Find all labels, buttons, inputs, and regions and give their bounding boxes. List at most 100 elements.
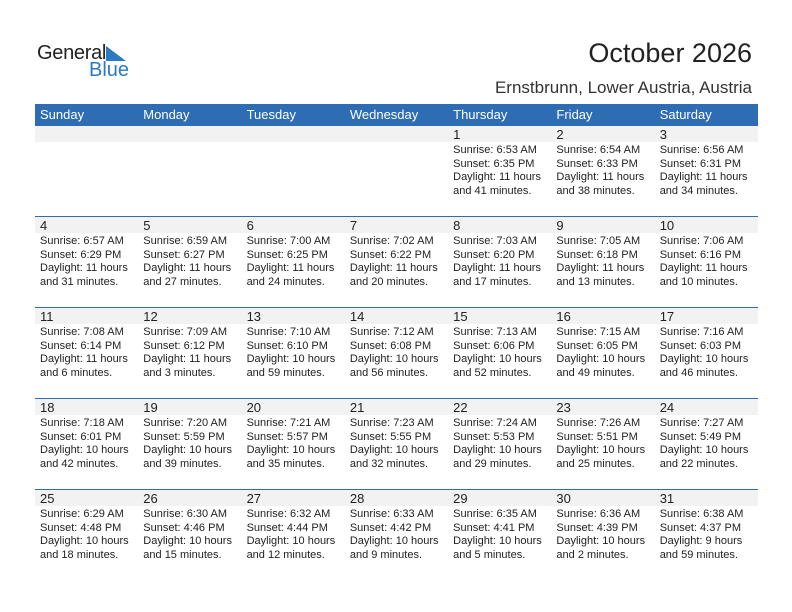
day-info: Sunrise: 7:13 AM Sunset: 6:06 PM Dayligh… (448, 324, 551, 380)
sunset: Sunset: 4:41 PM (453, 521, 535, 534)
day-info: Sunrise: 6:35 AM Sunset: 4:41 PM Dayligh… (448, 506, 551, 562)
weekday-header: Sunday Monday Tuesday Wednesday Thursday Frid… (35, 104, 758, 126)
sunset: Sunset: 5:55 PM (349, 430, 432, 443)
daylight-minutes: and 46 minutes. (659, 366, 738, 379)
logo-text-blue: Blue (89, 59, 130, 81)
daylight: Daylight: 10 hours (349, 353, 439, 365)
day-cell: 16 Sunrise: 7:15 AM Sunset: 6:05 PM Dayl… (551, 308, 655, 398)
daylight-minutes: and 25 minutes. (556, 457, 635, 470)
daylight-minutes: and 2 minutes. (556, 548, 629, 561)
day-info: Sunrise: 7:09 AM Sunset: 6:12 PM Dayligh… (138, 324, 241, 380)
daylight-minutes: and 52 minutes. (453, 366, 532, 379)
sunset: Sunset: 6:25 PM (246, 248, 328, 261)
weekday-tuesday: Tuesday (246, 107, 296, 122)
day-info: Sunrise: 7:27 AM Sunset: 5:49 PM Dayligh… (655, 415, 758, 471)
day-info: Sunrise: 7:20 AM Sunset: 5:59 PM Dayligh… (138, 415, 241, 471)
day-cell: 7 Sunrise: 7:02 AM Sunset: 6:22 PM Dayli… (344, 217, 449, 307)
day-info: Sunrise: 7:21 AM Sunset: 5:57 PM Dayligh… (242, 415, 345, 471)
daylight: Daylight: 11 hours (143, 262, 232, 274)
sunset: Sunset: 5:53 PM (453, 430, 535, 443)
weekday-sunday: Sunday (40, 107, 85, 122)
daylight: Daylight: 11 hours (143, 353, 232, 365)
sunset: Sunset: 6:29 PM (40, 248, 122, 261)
day-cell: 4 Sunrise: 6:57 AM Sunset: 6:29 PM Dayli… (35, 217, 139, 307)
day-info: Sunrise: 7:15 AM Sunset: 6:05 PM Dayligh… (551, 324, 654, 380)
sunset: Sunset: 6:20 PM (453, 248, 535, 261)
day-number: 12 (138, 308, 242, 324)
sunrise: Sunrise: 6:35 AM (453, 508, 537, 520)
daylight-minutes: and 20 minutes. (349, 275, 429, 288)
sunset: Sunset: 6:03 PM (659, 339, 742, 352)
day-info: Sunrise: 6:33 AM Sunset: 4:42 PM Dayligh… (345, 506, 448, 562)
sunset: Sunset: 4:39 PM (556, 521, 638, 534)
daylight-minutes: and 49 minutes. (556, 366, 635, 379)
date-band (344, 126, 449, 142)
sunrise: Sunrise: 7:26 AM (556, 417, 641, 429)
daylight: Daylight: 11 hours (453, 171, 541, 183)
week-row: 18 Sunrise: 7:18 AM Sunset: 6:01 PM Dayl… (35, 398, 758, 489)
daylight-minutes: and 22 minutes. (659, 457, 738, 470)
day-number: 1 (448, 126, 552, 142)
daylight-minutes: and 27 minutes. (143, 275, 222, 288)
day-info: Sunrise: 7:23 AM Sunset: 5:55 PM Dayligh… (345, 415, 448, 471)
sunset: Sunset: 4:42 PM (349, 521, 432, 534)
day-number: 14 (344, 308, 449, 324)
day-info: Sunrise: 6:38 AM Sunset: 4:37 PM Dayligh… (655, 506, 758, 562)
day-number: 9 (551, 217, 655, 233)
daylight-minutes: and 10 minutes. (659, 275, 738, 288)
daylight-minutes: and 59 minutes. (246, 366, 325, 379)
day-info: Sunrise: 6:56 AM Sunset: 6:31 PM Dayligh… (655, 142, 758, 198)
day-number: 11 (35, 308, 139, 324)
daylight: Daylight: 10 hours (659, 353, 749, 365)
sunset: Sunset: 4:37 PM (659, 521, 742, 534)
daylight: Daylight: 11 hours (349, 262, 438, 274)
daylight: Daylight: 10 hours (556, 535, 646, 547)
sunrise: Sunrise: 6:30 AM (143, 508, 228, 520)
date-band (138, 126, 242, 142)
daylight: Daylight: 10 hours (246, 353, 336, 365)
day-cell: 13 Sunrise: 7:10 AM Sunset: 6:10 PM Dayl… (241, 308, 345, 398)
sunrise: Sunrise: 6:57 AM (40, 235, 124, 247)
empty-cell (35, 126, 139, 216)
daylight: Daylight: 10 hours (246, 535, 336, 547)
daylight-minutes: and 17 minutes. (453, 275, 532, 288)
day-cell: 28 Sunrise: 6:33 AM Sunset: 4:42 PM Dayl… (344, 490, 449, 580)
sunset: Sunset: 5:49 PM (659, 430, 742, 443)
sunrise: Sunrise: 6:38 AM (659, 508, 744, 520)
sunrise: Sunrise: 7:03 AM (453, 235, 537, 247)
weekday-monday: Monday (143, 107, 190, 122)
day-cell: 26 Sunrise: 6:30 AM Sunset: 4:46 PM Dayl… (138, 490, 242, 580)
sunset: Sunset: 6:27 PM (143, 248, 225, 261)
empty-cell (344, 126, 449, 216)
date-band (35, 126, 139, 142)
day-cell: 5 Sunrise: 6:59 AM Sunset: 6:27 PM Dayli… (138, 217, 242, 307)
daylight-minutes: and 35 minutes. (246, 457, 325, 470)
sunset: Sunset: 6:05 PM (556, 339, 638, 352)
sunrise: Sunrise: 7:23 AM (349, 417, 434, 429)
sunset: Sunset: 6:33 PM (556, 157, 638, 170)
daylight: Daylight: 11 hours (556, 262, 645, 274)
sunrise: Sunrise: 6:29 AM (40, 508, 124, 520)
daylight-minutes: and 42 minutes. (40, 457, 119, 470)
day-number: 13 (241, 308, 345, 324)
daylight: Daylight: 11 hours (246, 262, 335, 274)
daylight: Daylight: 10 hours (453, 353, 542, 365)
day-number: 6 (241, 217, 345, 233)
week-row: 4 Sunrise: 6:57 AM Sunset: 6:29 PM Dayli… (35, 216, 758, 307)
day-cell: 8 Sunrise: 7:03 AM Sunset: 6:20 PM Dayli… (448, 217, 552, 307)
daylight-minutes: and 38 minutes. (556, 184, 635, 197)
day-number: 27 (241, 490, 345, 506)
daylight: Daylight: 10 hours (143, 444, 232, 456)
daylight: Daylight: 10 hours (556, 444, 646, 456)
sunrise: Sunrise: 7:20 AM (143, 417, 228, 429)
empty-cell (138, 126, 242, 216)
daylight-minutes: and 29 minutes. (453, 457, 532, 470)
day-info: Sunrise: 6:32 AM Sunset: 4:44 PM Dayligh… (242, 506, 345, 562)
sunset: Sunset: 5:59 PM (143, 430, 225, 443)
day-number: 18 (35, 399, 139, 415)
weekday-friday: Friday (556, 107, 593, 122)
sunset: Sunset: 4:46 PM (143, 521, 225, 534)
day-info: Sunrise: 7:26 AM Sunset: 5:51 PM Dayligh… (551, 415, 654, 471)
daylight-minutes: and 41 minutes. (453, 184, 532, 197)
daylight: Daylight: 11 hours (556, 171, 645, 183)
